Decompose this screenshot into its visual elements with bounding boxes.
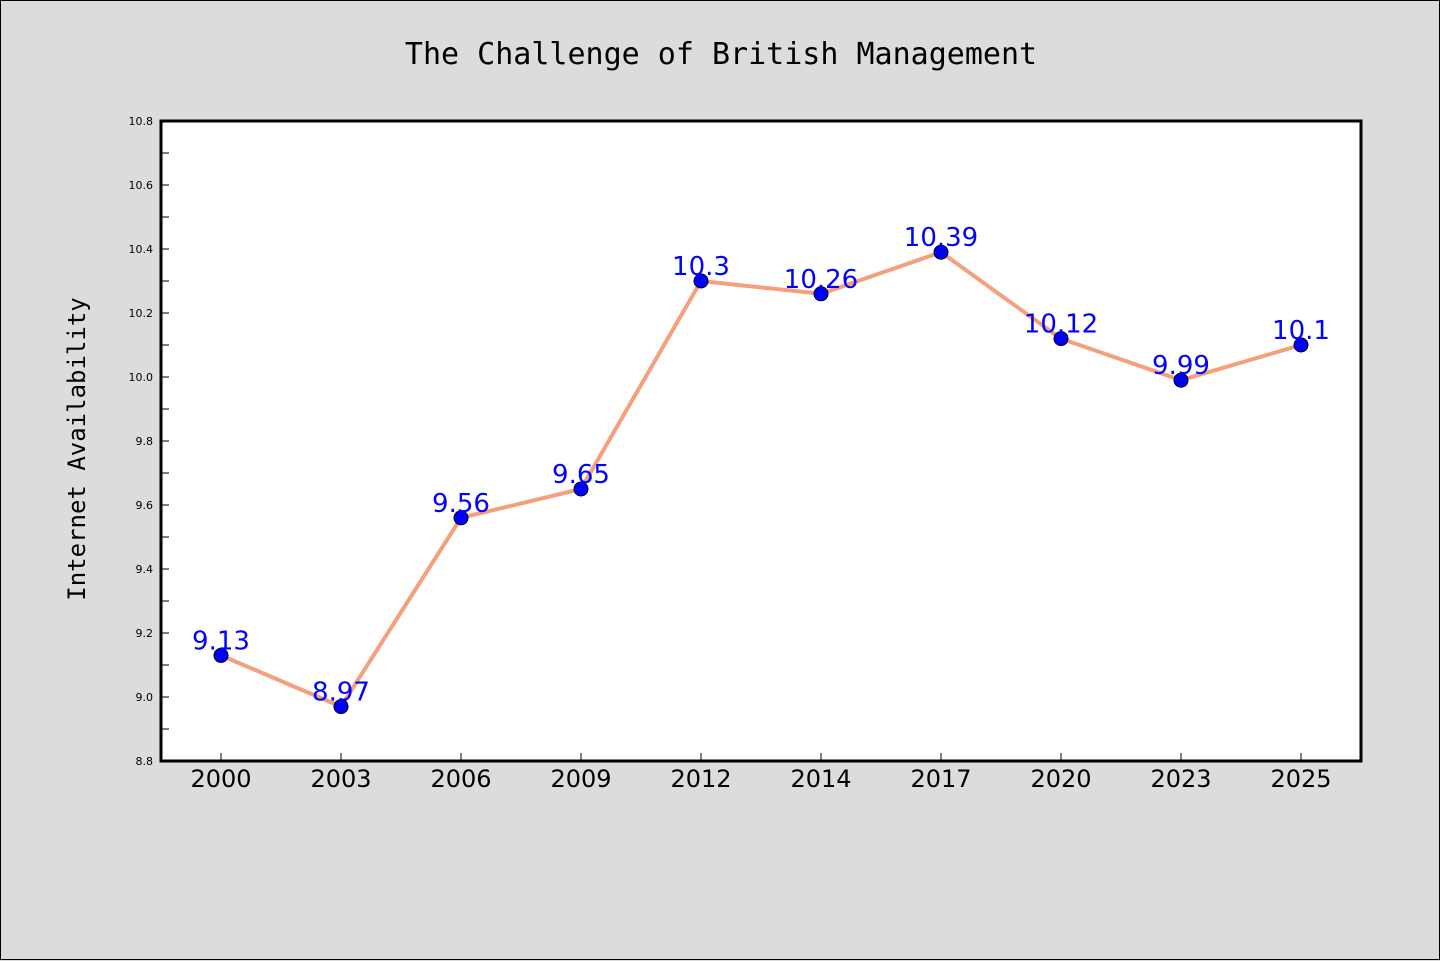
chart-title: The Challenge of British Management	[405, 37, 1037, 72]
data-label: 10.26	[784, 265, 858, 295]
data-label: 9.65	[552, 460, 610, 490]
data-label: 10.39	[904, 223, 978, 253]
y-tick-label: 10.6	[129, 179, 154, 192]
series-line-group	[213, 244, 1309, 715]
x-tick-label: 2014	[790, 765, 851, 793]
y-tick-label: 9.8	[136, 435, 154, 448]
data-label: 9.56	[432, 489, 490, 519]
y-tick-label: 9.4	[136, 563, 154, 576]
data-point	[1173, 372, 1189, 388]
y-tick-label: 10.2	[129, 307, 154, 320]
data-label: 10.12	[1024, 310, 1098, 340]
x-tick-label: 2017	[910, 765, 971, 793]
data-label: 9.99	[1152, 351, 1210, 381]
data-label: 10.3	[672, 252, 730, 282]
data-point	[573, 481, 589, 497]
data-labels: 9.13 8.97 9.56 9.65 10.3 10.26 10.39 10.12 9.99 1…	[192, 223, 1330, 707]
data-point	[1293, 337, 1309, 353]
x-tick-label: 2023	[1150, 765, 1211, 793]
x-tick-label: 2009	[550, 765, 611, 793]
data-point	[813, 286, 829, 302]
data-point	[453, 510, 469, 526]
data-point	[1053, 331, 1069, 347]
data-label: 10.1	[1272, 316, 1330, 346]
x-tick-label: 2006	[430, 765, 491, 793]
y-tick-label: 10.8	[129, 115, 154, 128]
y-axis-label: Internet Availability	[63, 297, 91, 600]
x-tick-label: 2020	[1030, 765, 1091, 793]
y-tick-label: 9.2	[136, 627, 154, 640]
data-point	[933, 244, 949, 260]
y-tick-label: 8.8	[136, 755, 154, 768]
data-point	[333, 699, 349, 715]
y-tick-label: 10.0	[129, 371, 154, 384]
x-tick-label: 2012	[670, 765, 731, 793]
y-axis: 8.8 9.0 9.2 9.4 9.6 9.8 10.0 10.2 10.4 10.6 10.8	[129, 115, 169, 768]
x-tick-label: 2003	[310, 765, 371, 793]
plot-border	[159, 119, 1363, 763]
y-tick-label: 9.0	[136, 691, 154, 704]
y-tick-label: 9.6	[136, 499, 154, 512]
data-point	[213, 647, 229, 663]
plot-area	[161, 121, 1361, 761]
y-tick-label: 10.4	[129, 243, 154, 256]
data-label: 9.13	[192, 626, 250, 656]
x-tick-label: 2000	[190, 765, 251, 793]
data-point	[693, 273, 709, 289]
series-line	[220, 250, 1302, 709]
x-axis: 2000 2003 2006 2009 2012 2014 2017 2020 2023 2025	[190, 753, 1332, 793]
data-label: 8.97	[312, 678, 370, 708]
x-tick-label: 2025	[1270, 765, 1331, 793]
